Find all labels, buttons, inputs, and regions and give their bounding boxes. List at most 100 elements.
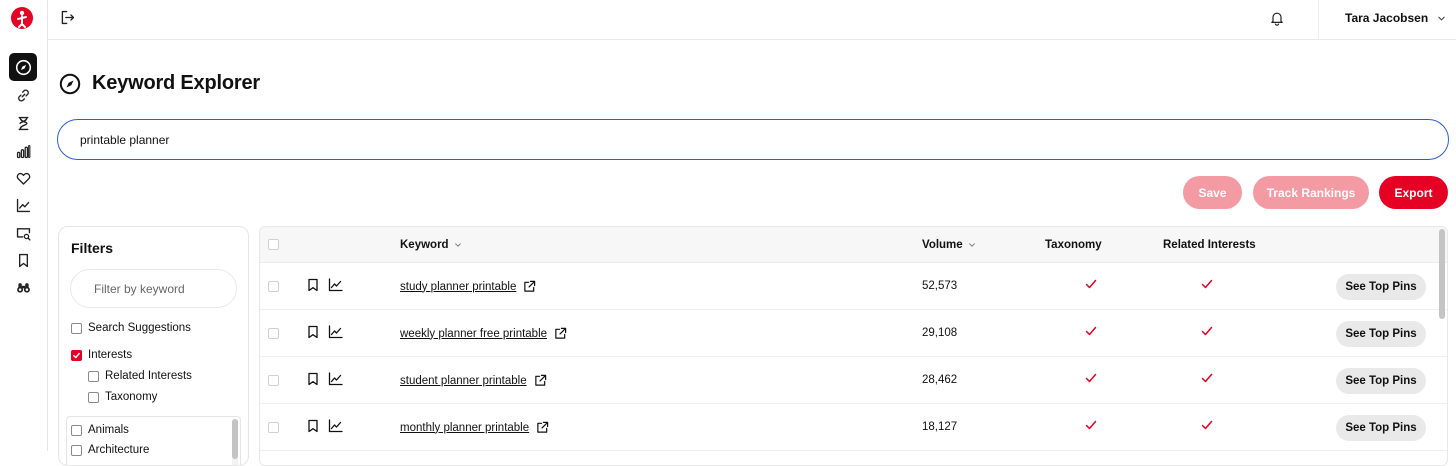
logout-icon[interactable]: [59, 9, 76, 26]
bookmark-icon[interactable]: [306, 278, 320, 292]
user-menu[interactable]: Tara Jacobsen: [1345, 11, 1446, 25]
column-related-interests: Related Interests: [1163, 239, 1256, 251]
filter-interests[interactable]: Interests: [71, 349, 132, 361]
heart-icon: [16, 172, 30, 185]
trend-chart-icon[interactable]: [328, 278, 343, 292]
save-button[interactable]: Save: [1183, 176, 1242, 209]
see-top-pins-button[interactable]: See Top Pins: [1336, 415, 1426, 441]
filter-taxonomy[interactable]: Taxonomy: [88, 391, 157, 403]
table-scrollbar-thumb[interactable]: [1439, 229, 1445, 319]
keyword-text: monthly planner printable: [400, 421, 530, 434]
external-link-icon[interactable]: [536, 421, 549, 434]
table-row: student planner printable 28,462 See Top…: [260, 357, 1447, 404]
app-logo[interactable]: [11, 7, 33, 29]
keyword-text: student planner printable: [400, 374, 527, 387]
external-link-icon[interactable]: [523, 280, 536, 293]
checkbox-checked[interactable]: [71, 349, 82, 361]
table-row: weekly planner free printable 29,108 See…: [260, 310, 1447, 357]
column-label: Taxonomy: [1045, 239, 1102, 251]
bookmark-icon: [18, 253, 28, 267]
filters-title: Filters: [71, 240, 114, 256]
see-top-pins-button[interactable]: See Top Pins: [1336, 368, 1426, 394]
bookmark-icon[interactable]: [306, 372, 320, 386]
volume-value: 52,573: [922, 280, 958, 292]
filter-related-interests[interactable]: Related Interests: [88, 370, 192, 382]
row-checkbox[interactable]: [268, 422, 279, 433]
taxonomy-check-icon: [1085, 420, 1097, 430]
related-check-icon: [1201, 326, 1213, 336]
row-checkbox[interactable]: [268, 375, 279, 386]
logo-icon: [17, 10, 27, 28]
column-label: Volume: [922, 239, 963, 251]
trend-chart-icon[interactable]: [328, 372, 343, 386]
checkbox[interactable]: [71, 424, 82, 436]
row-checkbox[interactable]: [268, 281, 279, 292]
bell-icon[interactable]: [1269, 10, 1285, 26]
nav-links[interactable]: [9, 81, 37, 109]
table-header: Keyword Volume Taxonomy Related Interest…: [260, 227, 1447, 263]
filter-search-suggestions[interactable]: Search Suggestions: [71, 322, 191, 334]
external-link-icon[interactable]: [534, 374, 547, 387]
results-table: Keyword Volume Taxonomy Related Interest…: [259, 226, 1448, 466]
column-keyword[interactable]: Keyword: [400, 239, 462, 251]
category-architecture[interactable]: Architecture: [71, 444, 149, 456]
external-link-icon[interactable]: [554, 327, 567, 340]
keyword-link[interactable]: study planner printable: [400, 280, 536, 293]
keyword-link[interactable]: weekly planner free printable: [400, 327, 567, 340]
filter-option-label: Interests: [88, 349, 133, 361]
bookmark-icon[interactable]: [306, 325, 320, 339]
category-list: Animals Architecture: [66, 416, 241, 465]
table-scrollbar[interactable]: [1438, 227, 1446, 465]
see-top-pins-button[interactable]: See Top Pins: [1336, 274, 1426, 300]
checkbox[interactable]: [71, 444, 82, 456]
page-title-text: Keyword Explorer: [92, 72, 260, 94]
checkbox[interactable]: [88, 370, 99, 382]
category-scrollbar-thumb[interactable]: [232, 419, 238, 459]
bookmark-icon[interactable]: [306, 419, 320, 433]
nav-discover[interactable]: [9, 273, 37, 301]
nav-trends[interactable]: [9, 191, 37, 219]
select-all-checkbox[interactable]: [268, 239, 279, 250]
filter-keyword-input[interactable]: Filter by keyword: [70, 269, 237, 308]
trend-line-icon: [16, 198, 30, 212]
sort-chevron-icon: [968, 243, 975, 247]
keyword-search-input[interactable]: [57, 119, 1449, 160]
filter-option-label: Related Interests: [105, 370, 192, 382]
table-row: monthly planner printable 18,127 See Top…: [260, 404, 1447, 451]
checkbox[interactable]: [88, 391, 99, 403]
row-checkbox[interactable]: [268, 328, 279, 339]
volume-value: 29,108: [922, 327, 958, 339]
track-rankings-button[interactable]: Track Rankings: [1253, 176, 1369, 209]
nav-keyword-explorer[interactable]: [9, 53, 37, 81]
keyword-text: weekly planner free printable: [400, 327, 548, 340]
filter-option-label: Search Suggestions: [88, 322, 191, 334]
trend-chart-icon[interactable]: [328, 419, 343, 433]
user-name: Tara Jacobsen: [1345, 11, 1429, 25]
nav-timer[interactable]: [9, 109, 37, 137]
export-button[interactable]: Export: [1379, 176, 1448, 209]
nav-favorites[interactable]: [9, 164, 37, 192]
nav-search-monitor[interactable]: [9, 219, 37, 247]
category-label: Animals: [88, 424, 129, 436]
column-taxonomy: Taxonomy: [1045, 239, 1102, 251]
category-label: Architecture: [88, 444, 150, 456]
related-check-icon: [1201, 420, 1213, 430]
column-label: Related Interests: [1163, 239, 1256, 251]
nav-saved[interactable]: [9, 246, 37, 274]
checkbox[interactable]: [71, 322, 82, 334]
keyword-link[interactable]: student planner printable: [400, 374, 547, 387]
column-label: Keyword: [400, 239, 449, 251]
related-check-icon: [1201, 373, 1213, 383]
nav-analytics[interactable]: [9, 137, 37, 165]
keyword-link[interactable]: monthly planner printable: [400, 421, 549, 434]
binoculars-icon: [16, 282, 30, 293]
sidebar: [0, 0, 48, 451]
page-title: Keyword Explorer: [59, 72, 260, 95]
see-top-pins-button[interactable]: See Top Pins: [1336, 321, 1426, 347]
bar-chart-icon: [16, 144, 30, 158]
taxonomy-check-icon: [1085, 373, 1097, 383]
category-animals[interactable]: Animals: [71, 424, 129, 436]
trend-chart-icon[interactable]: [328, 325, 343, 339]
column-volume[interactable]: Volume: [922, 239, 976, 251]
compass-icon: [15, 59, 31, 75]
